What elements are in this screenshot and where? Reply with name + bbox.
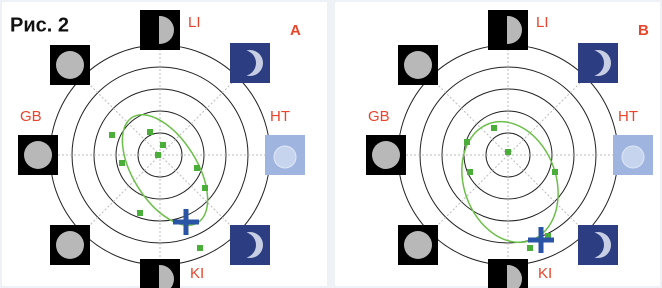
moon-shadow: [145, 15, 159, 45]
moon-left: [18, 135, 58, 175]
moon-shadow: [230, 232, 256, 258]
point: [505, 149, 511, 155]
caption: Рис. 2: [10, 14, 69, 36]
point: [464, 139, 470, 145]
figure: Рис. 2 LI HT KI GB A LI HT KI GB B: [0, 0, 662, 288]
moon-left: [366, 135, 406, 175]
label-right: HT: [618, 108, 638, 125]
panel-letter: A: [290, 22, 301, 39]
moon-top-right: [578, 43, 618, 83]
label-bottom: KI: [538, 265, 552, 282]
moon-bottom-right: [578, 225, 618, 265]
moon-top: [140, 10, 180, 50]
point: [109, 132, 115, 138]
moon-bottom-right: [230, 225, 270, 265]
moon: [274, 146, 296, 168]
point: [202, 185, 208, 191]
point: [119, 160, 125, 166]
moon-shadow: [145, 264, 159, 288]
label-top: LI: [188, 14, 201, 31]
moon-bottom: [140, 259, 180, 288]
point: [155, 152, 161, 158]
moon-shadow: [230, 50, 256, 76]
point: [467, 169, 473, 175]
moon: [372, 141, 400, 169]
label-left: GB: [368, 108, 390, 125]
panel-letter: B: [638, 22, 649, 39]
moon-shadow: [493, 15, 507, 45]
moon-right: [265, 135, 305, 175]
label-bottom: KI: [190, 265, 204, 282]
moon-shadow: [578, 232, 604, 258]
point: [552, 169, 558, 175]
moon-top-left: [50, 45, 90, 85]
point: [147, 129, 153, 135]
label-left: GB: [20, 108, 42, 125]
point: [491, 125, 497, 131]
moon: [622, 146, 644, 168]
moon-bottom: [488, 259, 528, 288]
point: [160, 142, 166, 148]
moon-top-left: [398, 45, 438, 85]
moon-top: [488, 10, 528, 50]
moon-right: [613, 135, 653, 175]
point: [527, 245, 533, 251]
point: [197, 245, 203, 251]
moon-shadow: [578, 50, 604, 76]
moon: [404, 231, 432, 259]
point: [194, 165, 200, 171]
moon: [404, 51, 432, 79]
moon-bottom-left: [398, 225, 438, 265]
moon: [56, 51, 84, 79]
moon: [56, 231, 84, 259]
moon: [24, 141, 52, 169]
label-right: HT: [270, 108, 290, 125]
moon-top-right: [230, 43, 270, 83]
label-top: LI: [536, 14, 549, 31]
moon-shadow: [493, 264, 507, 288]
point: [137, 210, 143, 216]
moon-bottom-left: [50, 225, 90, 265]
